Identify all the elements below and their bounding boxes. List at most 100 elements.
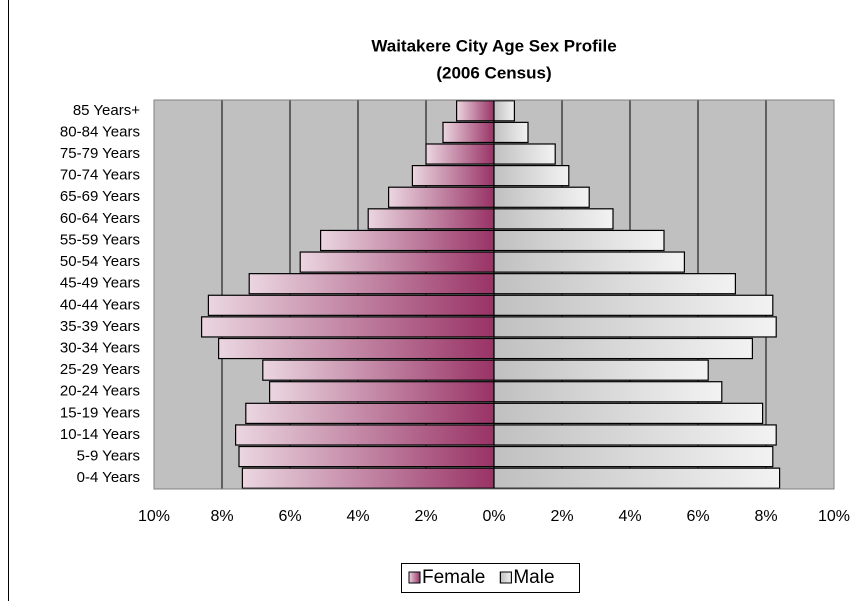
bar bbox=[238, 445, 495, 468]
bar-shade bbox=[493, 121, 529, 144]
bar-shade bbox=[493, 186, 590, 208]
bar-shade bbox=[201, 316, 495, 338]
bar-shade bbox=[493, 208, 614, 230]
bar-shade bbox=[218, 337, 495, 360]
bar-shade bbox=[493, 381, 723, 403]
y-tick-label: 10-14 Years bbox=[60, 426, 140, 443]
bar-shade bbox=[262, 359, 495, 381]
bar bbox=[493, 294, 774, 316]
bar-shade bbox=[207, 294, 495, 316]
bar-shade bbox=[411, 164, 495, 187]
y-tick-label: 5-9 Years bbox=[77, 448, 140, 465]
x-tick-label: 10% bbox=[818, 508, 850, 525]
bar bbox=[493, 208, 614, 230]
bar bbox=[493, 445, 774, 468]
y-tick-label: 15-19 Years bbox=[60, 404, 140, 421]
y-tick-label: 45-49 Years bbox=[60, 275, 140, 292]
y-tick-label: 70-74 Years bbox=[60, 167, 140, 184]
bar-shade bbox=[367, 208, 495, 230]
chart-subtitle: (2006 Census) bbox=[436, 63, 551, 82]
y-tick-label: 65-69 Years bbox=[60, 188, 140, 205]
bar bbox=[245, 402, 495, 425]
x-tick-label: 6% bbox=[686, 508, 709, 525]
bar bbox=[493, 316, 777, 338]
x-tick-label: 8% bbox=[754, 508, 777, 525]
bar bbox=[411, 164, 495, 187]
bar bbox=[493, 381, 723, 403]
bar-shade bbox=[425, 143, 495, 165]
x-tick-label: 2% bbox=[550, 508, 573, 525]
bar bbox=[299, 251, 495, 273]
bar bbox=[235, 424, 495, 446]
x-tick-label: 4% bbox=[618, 508, 641, 525]
bar-shade bbox=[493, 164, 570, 187]
y-tick-label: 80-84 Years bbox=[60, 123, 140, 140]
bar bbox=[493, 186, 590, 208]
bar bbox=[207, 294, 495, 316]
bar bbox=[493, 359, 709, 381]
legend-swatch-shade bbox=[408, 571, 421, 584]
bar bbox=[493, 337, 753, 360]
bar-shade bbox=[269, 381, 495, 403]
bar-shade bbox=[493, 143, 556, 165]
x-tick-label: 2% bbox=[414, 508, 437, 525]
bar bbox=[493, 424, 777, 446]
y-tick-label: 55-59 Years bbox=[60, 231, 140, 248]
bar bbox=[493, 402, 764, 425]
bar bbox=[493, 100, 515, 122]
bar-shade bbox=[493, 251, 685, 273]
bar bbox=[388, 186, 495, 208]
bar-shade bbox=[493, 359, 709, 381]
plot-border bbox=[153, 99, 835, 490]
bar-shade bbox=[493, 337, 753, 360]
bar bbox=[367, 208, 495, 230]
bar-shade bbox=[493, 467, 781, 489]
bar bbox=[493, 143, 556, 165]
bar bbox=[493, 467, 781, 489]
bar-shade bbox=[493, 100, 515, 122]
bar-shade bbox=[442, 121, 495, 144]
bar-shade bbox=[299, 251, 495, 273]
bar bbox=[241, 467, 495, 489]
y-tick-label: 85 Years+ bbox=[73, 102, 140, 119]
y-tick-label: 50-54 Years bbox=[60, 253, 140, 270]
legend-swatch-shade bbox=[499, 571, 512, 584]
y-tick-label: 60-64 Years bbox=[60, 210, 140, 227]
bar bbox=[201, 316, 495, 338]
bar bbox=[425, 143, 495, 165]
x-tick-label: 0% bbox=[482, 508, 505, 525]
bar-shade bbox=[388, 186, 495, 208]
bar-shade bbox=[320, 229, 495, 252]
x-tick-label: 4% bbox=[346, 508, 369, 525]
bar-shade bbox=[493, 229, 665, 252]
x-tick-label: 6% bbox=[278, 508, 301, 525]
bar bbox=[262, 359, 495, 381]
bar bbox=[493, 273, 736, 295]
bar-shade bbox=[238, 445, 495, 468]
y-tick-label: 75-79 Years bbox=[60, 145, 140, 162]
bar-shade bbox=[248, 273, 495, 295]
bar-shade bbox=[493, 316, 777, 338]
bar bbox=[456, 100, 495, 122]
bar bbox=[269, 381, 495, 403]
bar-shade bbox=[493, 445, 774, 468]
bar-shade bbox=[493, 402, 764, 425]
y-tick-label: 20-24 Years bbox=[60, 383, 140, 400]
bar bbox=[442, 121, 495, 144]
bar-shade bbox=[245, 402, 495, 425]
chart-title: Waitakere City Age Sex Profile bbox=[371, 36, 616, 55]
bar bbox=[218, 337, 495, 360]
y-tick-label: 25-29 Years bbox=[60, 361, 140, 378]
bar-shade bbox=[493, 273, 736, 295]
bar-shade bbox=[241, 467, 495, 489]
y-tick-label: 35-39 Years bbox=[60, 318, 140, 335]
y-tick-label: 40-44 Years bbox=[60, 296, 140, 313]
legend-label: Male bbox=[513, 567, 554, 588]
bar bbox=[493, 121, 529, 144]
bar-shade bbox=[456, 100, 495, 122]
bar-shade bbox=[493, 294, 774, 316]
bar bbox=[493, 229, 665, 252]
bar bbox=[320, 229, 495, 252]
bar bbox=[248, 273, 495, 295]
